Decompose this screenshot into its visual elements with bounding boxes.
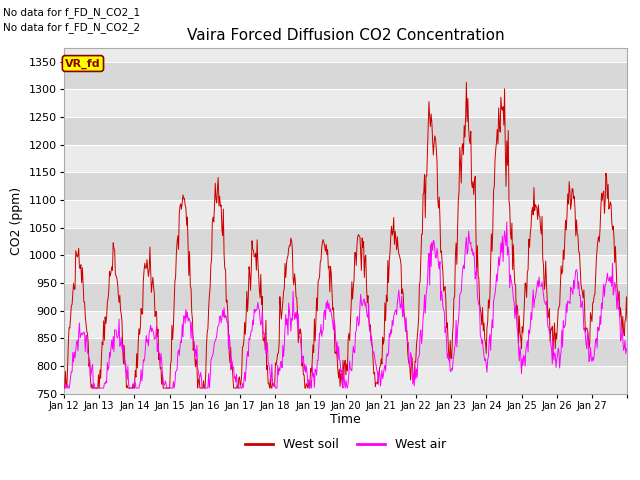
Text: No data for f_FD_N_CO2_1: No data for f_FD_N_CO2_1 bbox=[3, 7, 140, 18]
Bar bbox=[64, 338, 627, 366]
Text: No data for f_FD_N_CO2_2: No data for f_FD_N_CO2_2 bbox=[3, 22, 140, 33]
Title: Vaira Forced Diffusion CO2 Concentration: Vaira Forced Diffusion CO2 Concentration bbox=[187, 28, 504, 43]
Y-axis label: CO2 (ppm): CO2 (ppm) bbox=[10, 187, 24, 255]
Bar bbox=[64, 283, 627, 311]
Bar bbox=[64, 62, 627, 89]
X-axis label: Time: Time bbox=[330, 413, 361, 426]
Text: VR_fd: VR_fd bbox=[65, 59, 100, 69]
Bar bbox=[64, 145, 627, 172]
Bar bbox=[64, 311, 627, 338]
Legend: West soil, West air: West soil, West air bbox=[240, 433, 451, 456]
Bar bbox=[64, 366, 627, 394]
Bar bbox=[64, 172, 627, 200]
Bar bbox=[64, 200, 627, 228]
Bar bbox=[64, 89, 627, 117]
Bar bbox=[64, 117, 627, 145]
Bar bbox=[64, 255, 627, 283]
Bar bbox=[64, 228, 627, 255]
